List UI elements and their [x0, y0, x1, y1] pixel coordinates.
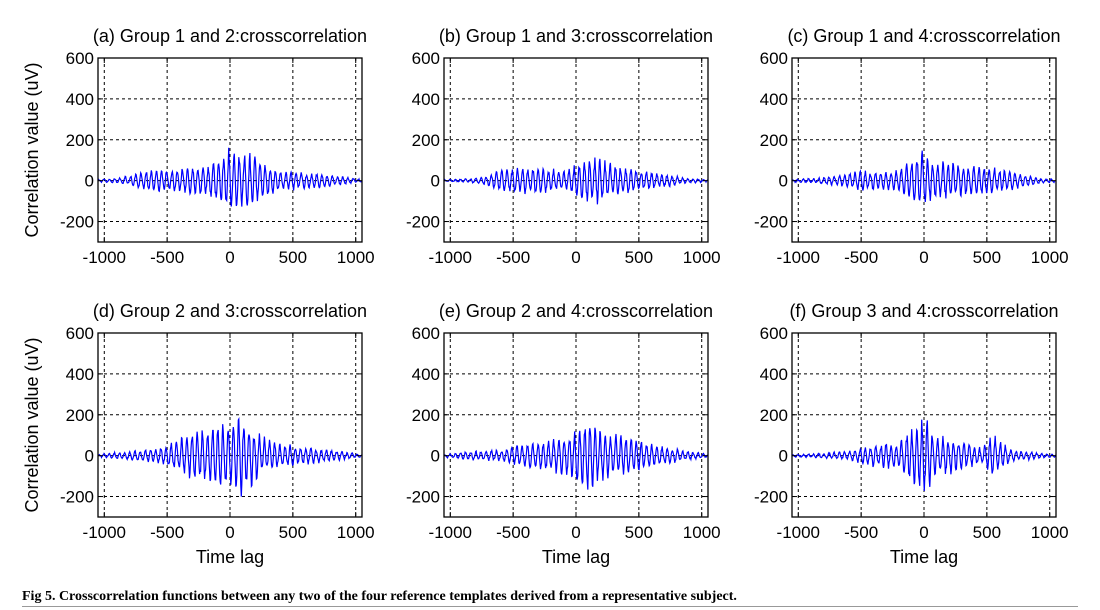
y-tick-label: -200 — [406, 213, 440, 232]
figure-caption: Fig 5. Crosscorrelation functions betwee… — [22, 589, 737, 604]
x-tick-label: -500 — [844, 248, 878, 267]
x-tick-label: 1000 — [337, 248, 375, 267]
series-line — [97, 416, 363, 497]
series-line — [97, 147, 363, 207]
y-tick-label: -200 — [406, 488, 440, 507]
y-axis-label: Correlation value (uV) — [22, 337, 42, 512]
y-tick-label: 400 — [412, 365, 440, 384]
series-line — [443, 157, 709, 205]
x-tick-label: 1000 — [683, 248, 721, 267]
x-tick-label: -500 — [496, 248, 530, 267]
y-tick-label: -200 — [60, 213, 94, 232]
series-line — [791, 150, 1057, 203]
y-tick-label: 400 — [760, 90, 788, 109]
x-tick-label: 0 — [919, 248, 928, 267]
chart-title: (c) Group 1 and 4:crosscorrelation — [787, 26, 1060, 46]
y-tick-label: 600 — [412, 324, 440, 343]
chart-title: (a) Group 1 and 2:crosscorrelation — [93, 26, 367, 46]
y-tick-label: 200 — [66, 131, 94, 150]
y-tick-label: 400 — [760, 365, 788, 384]
x-tick-label: 1000 — [1031, 523, 1069, 542]
y-tick-label: 200 — [760, 131, 788, 150]
y-tick-label: 0 — [85, 447, 94, 466]
y-tick-label: 600 — [760, 324, 788, 343]
x-tick-label: 500 — [973, 248, 1001, 267]
x-tick-label: 1000 — [337, 523, 375, 542]
x-tick-label: -500 — [150, 523, 184, 542]
x-tick-label: -500 — [844, 523, 878, 542]
y-tick-label: 600 — [66, 324, 94, 343]
y-tick-label: 400 — [66, 365, 94, 384]
y-tick-label: 0 — [431, 172, 440, 191]
x-tick-label: 0 — [919, 523, 928, 542]
x-tick-label: 500 — [973, 523, 1001, 542]
x-tick-label: 0 — [571, 523, 580, 542]
x-tick-label: 500 — [625, 523, 653, 542]
y-tick-label: 200 — [412, 406, 440, 425]
y-tick-label: 400 — [412, 90, 440, 109]
y-tick-label: 0 — [779, 447, 788, 466]
chart-panel-1: -1000 -500 0 500 1000 -200 0 200 400 600 (b) Group… — [406, 26, 721, 267]
x-tick-label: -1000 — [429, 248, 472, 267]
x-tick-label: 1000 — [683, 523, 721, 542]
chart-title: (f) Group 3 and 4:crosscorrelation — [789, 301, 1058, 321]
x-tick-label: -1000 — [777, 523, 820, 542]
y-tick-label: -200 — [754, 488, 788, 507]
y-tick-label: 200 — [412, 131, 440, 150]
chart-panel-0: -1000 -500 0 500 1000 -200 0 200 400 600 (a) Group… — [22, 26, 375, 267]
y-tick-label: -200 — [60, 488, 94, 507]
chart-panel-3: -1000 -500 0 500 1000 -200 0 200 400 600 (d) Group… — [22, 301, 375, 567]
chart-panel-2: -1000 -500 0 500 1000 -200 0 200 400 600 (c) Group… — [754, 26, 1069, 267]
x-tick-label: -1000 — [777, 248, 820, 267]
y-tick-label: 400 — [66, 90, 94, 109]
chart-panel-4: -1000 -500 0 500 1000 -200 0 200 400 600 (e) Group… — [406, 301, 721, 567]
x-tick-label: -1000 — [83, 523, 126, 542]
x-tick-label: -1000 — [83, 248, 126, 267]
y-tick-label: 600 — [412, 49, 440, 68]
x-tick-label: 500 — [279, 523, 307, 542]
series-line — [443, 427, 709, 490]
chart-title: (e) Group 2 and 4:crosscorrelation — [439, 301, 713, 321]
y-tick-label: -200 — [754, 213, 788, 232]
y-tick-label: 0 — [779, 172, 788, 191]
chart-title: (b) Group 1 and 3:crosscorrelation — [439, 26, 713, 46]
caption-rule — [22, 606, 1078, 607]
y-tick-label: 0 — [431, 447, 440, 466]
chart-panel-5: -1000 -500 0 500 1000 -200 0 200 400 600(f) Group… — [754, 301, 1069, 567]
y-axis-label: Correlation value (uV) — [22, 62, 42, 237]
x-tick-label: -500 — [496, 523, 530, 542]
y-tick-label: 200 — [66, 406, 94, 425]
x-tick-label: 1000 — [1031, 248, 1069, 267]
y-tick-label: 200 — [760, 406, 788, 425]
x-tick-label: 0 — [225, 523, 234, 542]
x-tick-label: 0 — [571, 248, 580, 267]
y-tick-label: 600 — [66, 49, 94, 68]
series-line — [791, 419, 1057, 492]
x-tick-label: 0 — [225, 248, 234, 267]
x-axis-label: Time lag — [542, 547, 610, 567]
x-tick-label: -500 — [150, 248, 184, 267]
y-tick-label: 0 — [85, 172, 94, 191]
chart-title: (d) Group 2 and 3:crosscorrelation — [93, 301, 367, 321]
y-tick-label: 600 — [760, 49, 788, 68]
x-tick-label: -1000 — [429, 523, 472, 542]
x-tick-label: 500 — [279, 248, 307, 267]
x-axis-label: Time lag — [196, 547, 264, 567]
x-tick-label: 500 — [625, 248, 653, 267]
x-axis-label: Time lag — [890, 547, 958, 567]
